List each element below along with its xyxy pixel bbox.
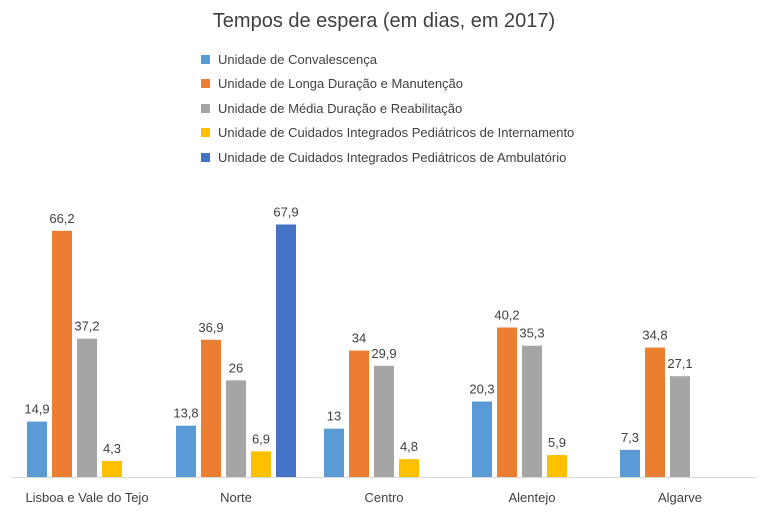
x-tick-label-algarve: Algarve [658,490,702,505]
bar-norte-series-2 [201,339,221,477]
bar-norte-series-4 [251,451,271,477]
legend: Unidade de Convalescença Unidade de Longa… [201,47,574,170]
data-label-alentejo-series-3: 35,3 [519,326,544,341]
data-label-norte-series-1: 13,8 [173,406,198,421]
x-tick-label-alentejo: Alentejo [509,490,556,505]
bar-centro-series-2 [349,350,369,477]
legend-label: Unidade de Média Duração e Reabilitação [218,100,463,116]
legend-label: Unidade de Cuidados Integrados Pediátric… [218,125,575,141]
bar-centro-series-3 [374,365,394,477]
bar-norte-series-5 [276,224,296,477]
data-label-norte-series-2: 36,9 [198,320,223,335]
legend-item-unidade-de-cuidados-integrados-pediatricos-de-ambulatorio: Unidade de Cuidados Integrados Pediátric… [201,145,574,170]
data-label-centro-series-1: 13 [327,409,341,424]
x-tick-label-centro: Centro [364,490,403,505]
data-label-norte-series-3: 26 [229,360,243,375]
legend-item-unidade-de-media-duracao-e-reabilitacao: Unidade de Média Duração e Reabilitação [201,96,574,121]
bar-lisboa-e-vale-do-tejo-series-4 [102,461,122,477]
data-label-norte-series-4: 6,9 [252,431,270,446]
bar-alentejo-series-2 [497,327,517,477]
legend-swatch [201,54,210,64]
bar-norte-series-3 [226,380,246,477]
legend-swatch [201,103,210,113]
bar-algarve-series-2 [645,347,665,477]
data-label-alentejo-series-4: 5,9 [548,435,566,450]
data-label-algarve-series-2: 34,8 [642,328,667,343]
bar-alentejo-series-3 [522,345,542,477]
x-tick-label-lisboa-e-vale-do-tejo: Lisboa e Vale do Tejo [25,490,148,505]
data-label-algarve-series-1: 7,3 [621,430,639,445]
bar-centro-series-4 [399,459,419,477]
bar-lisboa-e-vale-do-tejo-series-1 [27,421,47,477]
bar-norte-series-1 [176,425,196,477]
bar-lisboa-e-vale-do-tejo-series-3 [77,338,97,477]
bar-alentejo-series-1 [472,401,492,477]
data-label-centro-series-2: 34 [352,331,366,346]
legend-item-unidade-de-longa-duracao-e-manutencao: Unidade de Longa Duração e Manutenção [201,72,574,97]
data-label-lisboa-e-vale-do-tejo-series-2: 66,2 [49,211,74,226]
data-label-centro-series-3: 29,9 [371,346,396,361]
data-label-centro-series-4: 4,8 [400,439,418,454]
legend-item-unidade-de-cuidados-integrados-pediatricos-de-internamento: Unidade de Cuidados Integrados Pediátric… [201,121,574,146]
data-label-algarve-series-3: 27,1 [667,356,692,371]
legend-swatch [201,152,210,162]
legend-label: Unidade de Cuidados Integrados Pediátric… [218,149,567,165]
legend-swatch [201,79,210,89]
legend-item-unidade-de-convalescenca: Unidade de Convalescença [201,47,574,72]
legend-swatch [201,128,210,138]
bar-centro-series-1 [324,428,344,477]
bar-alentejo-series-4 [547,455,567,477]
data-label-norte-series-5: 67,9 [273,205,298,220]
data-label-lisboa-e-vale-do-tejo-series-3: 37,2 [74,319,99,334]
legend-label: Unidade de Convalescença [218,51,377,67]
bar-algarve-series-1 [620,449,640,477]
chart-title: Tempos de espera (em dias, em 2017) [212,10,556,32]
bar-algarve-series-3 [670,376,690,477]
data-label-alentejo-series-1: 20,3 [469,382,494,397]
data-label-lisboa-e-vale-do-tejo-series-1: 14,9 [24,402,49,417]
x-tick-label-norte: Norte [220,490,252,505]
bar-lisboa-e-vale-do-tejo-series-2 [52,230,72,477]
data-label-lisboa-e-vale-do-tejo-series-4: 4,3 [103,441,121,456]
legend-label: Unidade de Longa Duração e Manutenção [218,76,464,92]
data-label-alentejo-series-2: 40,2 [494,308,519,323]
